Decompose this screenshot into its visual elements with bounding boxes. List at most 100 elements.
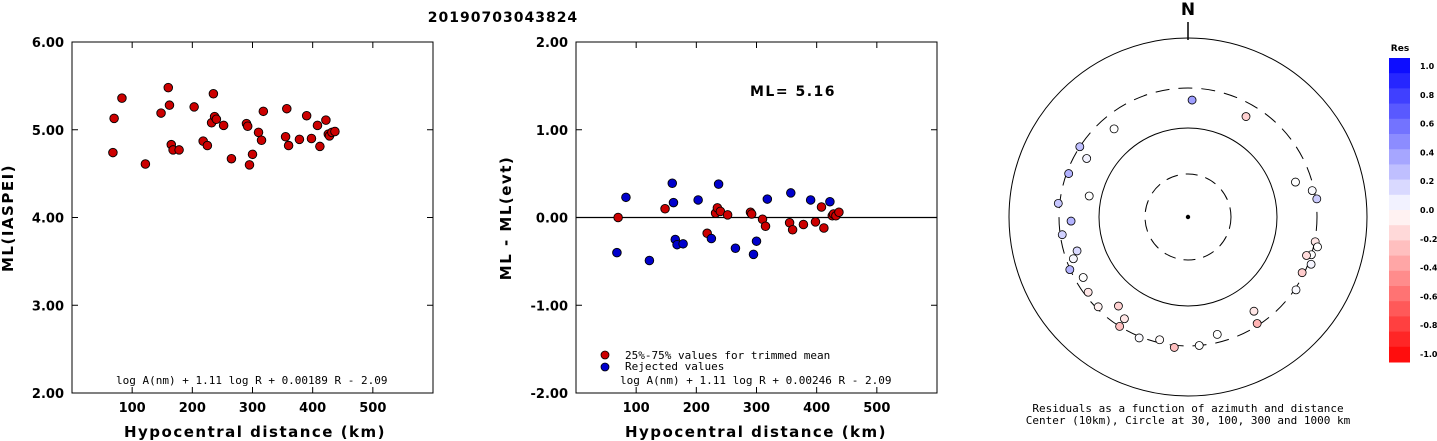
station-marker xyxy=(1297,268,1307,278)
data-point xyxy=(834,207,844,217)
data-point xyxy=(810,217,821,227)
formula-label: log A(nm) + 1.11 log R + 0.00189 R - 2.0… xyxy=(116,374,388,387)
colorbar-label: -0.6 xyxy=(1420,292,1437,301)
y-tick-label: 6.00 xyxy=(32,36,64,51)
data-point xyxy=(253,127,264,138)
data-point xyxy=(226,153,237,164)
data-point xyxy=(280,132,291,142)
station-marker xyxy=(1134,333,1144,343)
chart-title: 20190703043824 xyxy=(428,10,578,26)
station-marker xyxy=(1249,306,1259,316)
station-marker xyxy=(1194,341,1204,350)
colorbar-cell xyxy=(1389,286,1410,302)
legend-label-rejected: Rejected values xyxy=(625,360,724,373)
y-tick-label: -2.00 xyxy=(531,387,568,402)
data-point xyxy=(108,147,118,158)
y-tick-label: 2.00 xyxy=(32,387,64,402)
colorbar-label: -1.0 xyxy=(1420,350,1437,359)
station-marker xyxy=(1114,301,1123,311)
station-marker xyxy=(1053,198,1063,208)
colorbar-cell xyxy=(1389,88,1410,105)
epicenter-dot xyxy=(1185,214,1191,220)
x-tick-label: 500 xyxy=(863,401,890,416)
data-point xyxy=(730,243,741,253)
y-tick-label: 5.00 xyxy=(32,124,64,139)
colorbar-title: Res xyxy=(1391,44,1409,54)
station-marker xyxy=(1082,154,1092,163)
data-point xyxy=(713,179,724,189)
y-tick-label: 0.00 xyxy=(536,212,568,227)
ring-outer xyxy=(1008,37,1368,397)
station-marker xyxy=(1068,254,1078,264)
colorbar-cell xyxy=(1389,118,1410,135)
x-tick-label: 100 xyxy=(119,401,146,416)
station-marker xyxy=(1169,343,1179,352)
colorbar-cell xyxy=(1389,316,1410,333)
panel-azimuth-residuals: N Residuals as a function of azimuth and… xyxy=(1008,0,1368,427)
colorbar-label: 0.4 xyxy=(1420,148,1435,157)
station-marker xyxy=(1291,285,1301,295)
data-point xyxy=(678,239,688,249)
data-point xyxy=(693,195,703,205)
data-point xyxy=(722,210,733,220)
station-marker xyxy=(1291,177,1300,187)
data-point xyxy=(786,188,796,198)
data-point xyxy=(244,160,255,170)
station-marker xyxy=(1078,273,1088,282)
station-marker xyxy=(1083,287,1093,297)
station-marker xyxy=(1109,124,1119,134)
colorbar-cell xyxy=(1389,240,1410,257)
data-point xyxy=(621,192,631,203)
y-axis-label: ML - ML(evt) xyxy=(497,156,515,280)
data-point xyxy=(760,221,771,232)
station-marker xyxy=(1084,191,1094,201)
data-point xyxy=(321,115,331,125)
data-point xyxy=(258,106,269,117)
data-point xyxy=(787,225,798,235)
y-tick-label: 4.00 xyxy=(32,212,64,227)
data-point xyxy=(208,89,219,99)
colorbar-cell xyxy=(1389,210,1410,226)
north-label: N xyxy=(1181,0,1195,20)
colorbar-cell xyxy=(1389,225,1410,241)
data-point xyxy=(306,133,317,144)
data-point xyxy=(798,219,809,230)
x-tick-label: 500 xyxy=(359,401,386,416)
data-point xyxy=(751,236,762,246)
data-point xyxy=(256,135,267,146)
data-point xyxy=(762,194,773,204)
data-point xyxy=(211,114,222,124)
data-point xyxy=(825,196,835,207)
legend-label-trimmed: 25%-75% values for trimmed mean xyxy=(625,349,830,362)
colorbar-label: 0.8 xyxy=(1420,91,1435,100)
data-point xyxy=(189,102,199,112)
data-point xyxy=(218,120,229,131)
data-point xyxy=(174,145,184,155)
data-point xyxy=(668,197,679,208)
colorbar-cell xyxy=(1389,270,1410,287)
y-tick-label: -1.00 xyxy=(531,299,568,314)
data-point xyxy=(748,249,759,260)
data-point xyxy=(140,159,151,169)
plot-frame xyxy=(71,41,434,394)
residual-colorbar: Res 1.0 0.8 0.6 0.4 0.2 0.0 -0.2 -0.4 -0.6 -0.8 -1… xyxy=(1389,44,1437,363)
data-point xyxy=(247,149,258,160)
station-marker xyxy=(1212,330,1222,339)
caption-line-1: Residuals as a function of azimuth and d… xyxy=(1032,402,1343,415)
data-point xyxy=(746,209,757,219)
colorbar-cell xyxy=(1389,164,1410,181)
colorbar-cell xyxy=(1389,301,1410,317)
x-axis-label: Hypocentral distance (km) xyxy=(625,423,887,441)
ring-100km xyxy=(1098,127,1278,307)
data-point xyxy=(202,140,213,151)
station-marker xyxy=(1241,112,1251,121)
data-point xyxy=(242,121,253,131)
x-tick-label: 400 xyxy=(299,401,326,416)
colorbar-cell xyxy=(1389,134,1410,150)
formula-label: log A(nm) + 1.11 log R + 0.00246 R - 2.0… xyxy=(620,374,892,387)
y-tick-label: 2.00 xyxy=(536,36,568,51)
colorbar-label: -0.2 xyxy=(1420,235,1437,244)
colorbar-cell xyxy=(1389,58,1410,74)
station-marker xyxy=(1115,321,1125,331)
data-point xyxy=(330,126,340,137)
